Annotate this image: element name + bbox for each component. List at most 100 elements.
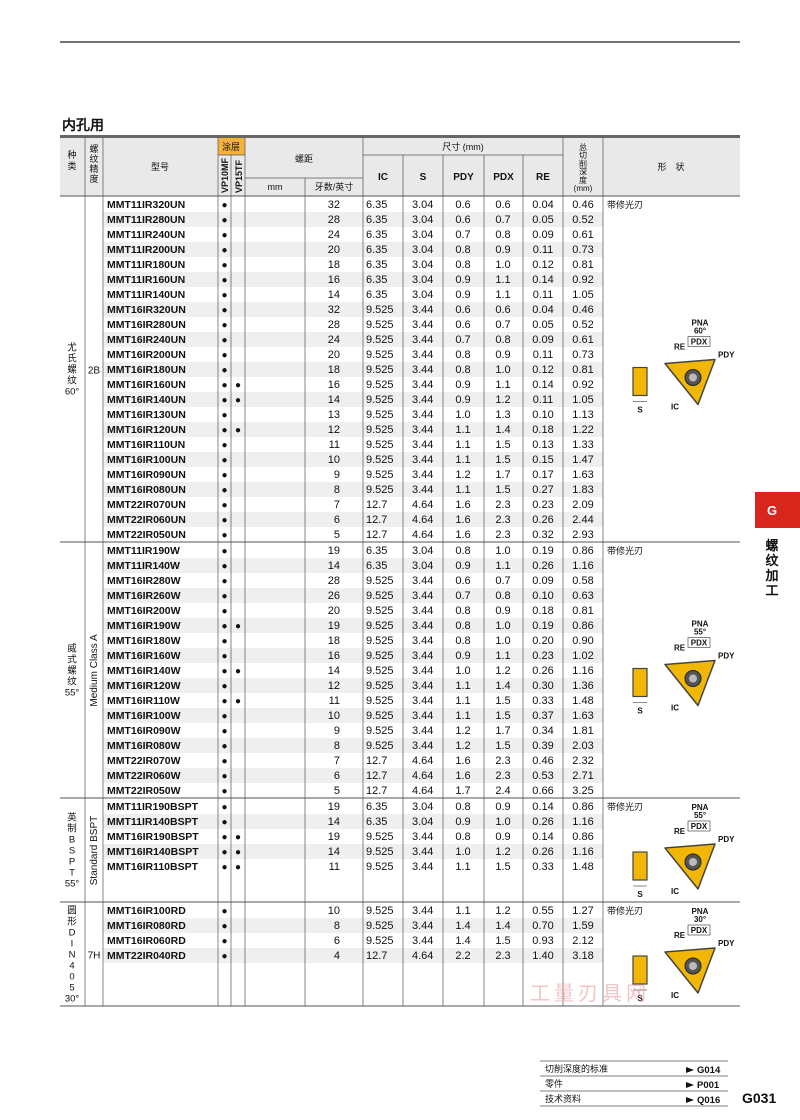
tpi: 28 bbox=[328, 319, 340, 331]
pdx-box bbox=[687, 820, 711, 832]
pdy: 0.7 bbox=[455, 229, 470, 241]
kind-label: P bbox=[69, 857, 75, 868]
tpi: 10 bbox=[328, 905, 340, 917]
model: MMT11IR280UN bbox=[107, 214, 185, 226]
tpi: 28 bbox=[328, 214, 340, 226]
pdx: 2.3 bbox=[495, 529, 510, 541]
model: MMT16IR280W bbox=[107, 575, 181, 587]
pdx: 1.0 bbox=[495, 635, 510, 647]
kind-label: 形 bbox=[67, 916, 77, 928]
coating-mark: ● bbox=[221, 741, 227, 752]
depth: 1.59 bbox=[572, 920, 593, 932]
s: 3.44 bbox=[412, 409, 433, 421]
ic: 12.7 bbox=[366, 514, 387, 526]
kind-label: S bbox=[69, 846, 75, 857]
pdy: 1.1 bbox=[455, 484, 470, 496]
ic: 9.525 bbox=[366, 740, 394, 752]
s: 3.44 bbox=[412, 364, 433, 376]
ic: 9.525 bbox=[366, 665, 394, 677]
side-tab-label: 螺 bbox=[765, 538, 778, 553]
side-tab-label: 纹 bbox=[765, 553, 779, 568]
re: 0.05 bbox=[532, 319, 553, 331]
coating-mark: ● bbox=[221, 350, 227, 361]
depth: 2.03 bbox=[572, 740, 593, 752]
s: 4.64 bbox=[412, 529, 433, 541]
kind-label: 圆 bbox=[67, 906, 77, 917]
depth: 2.12 bbox=[572, 935, 593, 947]
ic: 9.525 bbox=[366, 364, 394, 376]
tpi: 14 bbox=[328, 846, 340, 858]
tpi: 19 bbox=[328, 545, 340, 557]
pdx: 1.3 bbox=[495, 409, 510, 421]
re: 0.09 bbox=[532, 229, 553, 241]
pdx: 1.2 bbox=[495, 665, 510, 677]
tpi: 12 bbox=[328, 680, 340, 692]
pna-angle: 55° bbox=[694, 811, 706, 820]
header-depth: 深 bbox=[579, 168, 587, 177]
depth: 1.83 bbox=[572, 484, 593, 496]
ref-arrow bbox=[686, 1097, 694, 1103]
depth: 1.33 bbox=[572, 439, 593, 451]
row-shade bbox=[103, 302, 603, 317]
tpi: 14 bbox=[328, 665, 340, 677]
row-shade bbox=[103, 768, 603, 783]
model: MMT16IR280UN bbox=[107, 319, 186, 331]
pdy: 1.6 bbox=[455, 755, 470, 767]
re: 0.11 bbox=[533, 289, 554, 301]
row-shade bbox=[103, 558, 603, 573]
depth: 1.36 bbox=[572, 680, 593, 692]
tpi: 14 bbox=[328, 816, 340, 828]
coating-mark: ● bbox=[221, 696, 227, 707]
header-depth: (mm) bbox=[574, 184, 593, 193]
coating-mark: ● bbox=[221, 832, 227, 843]
accuracy-label: Standard BSPT bbox=[89, 816, 100, 885]
s-label: S bbox=[637, 406, 643, 415]
ref-page: G014 bbox=[697, 1065, 721, 1076]
tpi: 20 bbox=[328, 605, 340, 617]
model: MMT11IR200UN bbox=[107, 244, 185, 256]
header-depth: 总 bbox=[579, 142, 587, 152]
page-number: G031 bbox=[742, 1090, 776, 1106]
kind-label: 5 bbox=[69, 983, 74, 994]
model: MMT11IR140W bbox=[107, 560, 180, 572]
coating-mark: ● bbox=[221, 200, 227, 211]
coating-mark: ● bbox=[221, 802, 227, 813]
pdy: 1.4 bbox=[455, 920, 470, 932]
header-accuracy: 螺 bbox=[89, 144, 98, 154]
ic: 6.35 bbox=[366, 229, 387, 241]
ic: 9.525 bbox=[366, 439, 394, 451]
s: 3.04 bbox=[412, 244, 433, 256]
ic: 9.525 bbox=[366, 379, 394, 391]
model: MMT16IR140UN bbox=[107, 394, 186, 406]
s: 4.64 bbox=[412, 785, 433, 797]
re: 0.39 bbox=[532, 740, 553, 752]
coating-mark: ● bbox=[221, 651, 227, 662]
tpi: 6 bbox=[334, 514, 340, 526]
re: 0.66 bbox=[532, 785, 553, 797]
pdx: 1.4 bbox=[495, 424, 510, 436]
s: 3.04 bbox=[412, 229, 433, 241]
ic: 6.35 bbox=[366, 560, 387, 572]
tpi: 20 bbox=[328, 244, 340, 256]
depth: 0.73 bbox=[572, 244, 593, 256]
pdy: 1.1 bbox=[455, 680, 470, 692]
s: 3.44 bbox=[412, 861, 433, 873]
header-dim: PDY bbox=[453, 172, 474, 183]
coating-bg bbox=[218, 138, 245, 155]
s: 3.44 bbox=[412, 650, 433, 662]
depth: 1.13 bbox=[572, 409, 593, 421]
re: 0.27 bbox=[532, 484, 553, 496]
tpi: 10 bbox=[328, 454, 340, 466]
pdy: 1.1 bbox=[455, 454, 470, 466]
s: 3.44 bbox=[412, 334, 433, 346]
re-label: RE bbox=[674, 827, 686, 836]
kind-label: N bbox=[69, 950, 76, 961]
header-accuracy: 精 bbox=[89, 163, 98, 174]
row-shade bbox=[103, 452, 603, 467]
re: 0.18 bbox=[532, 424, 553, 436]
kind-label: 威 bbox=[67, 643, 77, 655]
model: MMT16IR240UN bbox=[107, 334, 186, 346]
model: MMT11IR160UN bbox=[107, 274, 185, 286]
re: 0.34 bbox=[532, 725, 553, 737]
pdy: 1.6 bbox=[455, 514, 470, 526]
